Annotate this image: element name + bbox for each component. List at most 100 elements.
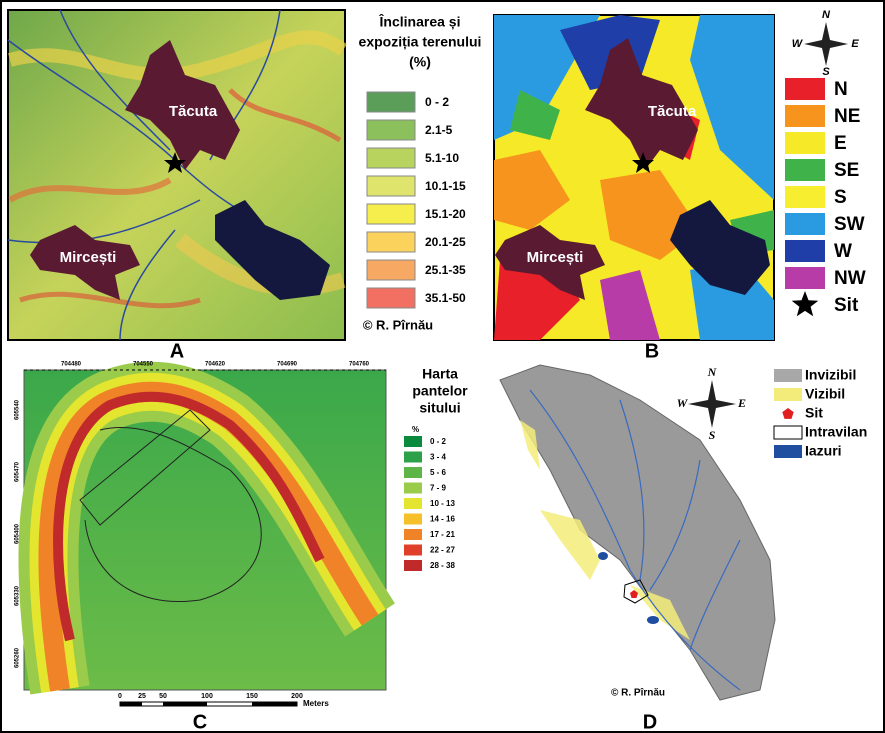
legend-swatch	[367, 232, 415, 252]
legend-title: expoziția terenului	[359, 34, 482, 50]
scale-tick-label: 0	[118, 693, 122, 700]
legend-label: 22 - 27	[430, 546, 455, 555]
place-label: Mircești	[60, 249, 117, 266]
legend-swatch	[367, 204, 415, 224]
legend-label: 17 - 21	[430, 530, 455, 539]
legend-swatch	[404, 436, 422, 447]
legend-label: NW	[834, 268, 866, 289]
legend-label: Intravilan	[805, 424, 867, 440]
panel-letter: B	[645, 340, 659, 362]
legend-swatch	[404, 529, 422, 540]
legend-swatch	[404, 452, 422, 463]
x-tick-label: 704760	[349, 362, 370, 368]
legend-title: Harta	[422, 366, 458, 382]
legend-label: 3 - 4	[430, 453, 447, 462]
y-tick-label: 605400	[15, 523, 21, 544]
compass-label: W	[677, 396, 689, 410]
legend-title: sitului	[419, 400, 460, 416]
legend-swatch	[785, 105, 825, 127]
legend-title: pantelor	[412, 383, 468, 399]
scale-bar-segment	[252, 702, 297, 706]
legend-label: 0 - 2	[430, 437, 447, 446]
legend-swatch	[785, 159, 825, 181]
compass-label: S	[822, 66, 830, 78]
legend-title: Înclinarea și	[379, 13, 461, 30]
scale-tick-label: 150	[246, 693, 258, 700]
place-label: Tăcuta	[648, 103, 697, 120]
x-tick-label: 704480	[61, 362, 82, 368]
map-a	[8, 10, 345, 340]
legend-label: E	[834, 133, 847, 154]
legend-swatch	[774, 445, 802, 458]
place-label: Tăcuta	[169, 103, 218, 120]
legend-label: Iazuri	[805, 443, 842, 459]
legend-swatch	[367, 176, 415, 196]
legend-label: 10 - 13	[430, 499, 455, 508]
y-tick-label: 605470	[15, 461, 21, 482]
legend-swatch	[367, 148, 415, 168]
legend-swatch	[367, 92, 415, 112]
legend-label: NE	[834, 106, 860, 127]
credit: © R. Pîrnău	[363, 317, 433, 332]
compass-label: E	[737, 396, 746, 410]
legend-swatch	[404, 467, 422, 478]
legend-swatch	[774, 369, 802, 382]
legend-label: 35.1-50	[425, 291, 466, 305]
legend-label: 10.1-15	[425, 179, 466, 193]
scale-tick-label: 200	[291, 693, 303, 700]
legend-label: 2.1-5	[425, 123, 453, 137]
panel-letter: D	[643, 711, 657, 733]
compass-label: E	[851, 38, 859, 50]
legend-swatch	[785, 213, 825, 235]
figure: Tăcuta Mircești Înclinarea și expoziția t…	[0, 0, 885, 733]
legend-label: 0 - 2	[425, 95, 449, 109]
compass-label: S	[709, 428, 716, 442]
scale-tick-label: 100	[201, 693, 213, 700]
legend-swatch	[785, 240, 825, 262]
legend-swatch	[404, 560, 422, 571]
legend-swatch	[785, 186, 825, 208]
credit: © R. Pîrnău	[611, 688, 665, 699]
legend-label: W	[834, 241, 852, 262]
scale-tick-label: 25	[138, 693, 146, 700]
legend-label: 20.1-25	[425, 235, 466, 249]
map-c	[24, 370, 386, 690]
legend-swatch	[367, 260, 415, 280]
legend-label: Vizibil	[805, 386, 845, 402]
legend-label: 15.1-20	[425, 207, 466, 221]
legend-label: N	[834, 79, 848, 100]
legend-label: 5.1-10	[425, 151, 459, 165]
legend-label: SW	[834, 214, 865, 235]
legend-label: Invizibil	[805, 367, 856, 383]
legend-label: S	[834, 187, 847, 208]
legend-swatch	[367, 120, 415, 140]
y-tick-label: 605330	[15, 585, 21, 606]
legend-label: 28 - 38	[430, 561, 455, 570]
legend-swatch	[404, 545, 422, 556]
legend-swatch	[774, 388, 802, 401]
y-tick-label: 605260	[15, 647, 21, 668]
legend-unit: %	[412, 425, 419, 434]
panel-letter: C	[193, 711, 207, 733]
legend-label: 25.1-35	[425, 263, 466, 277]
compass-label: W	[792, 38, 804, 50]
x-tick-label: 704550	[133, 362, 154, 368]
legend-swatch	[404, 483, 422, 494]
scale-tick-label: 50	[159, 693, 167, 700]
legend-label: 14 - 16	[430, 515, 455, 524]
map-b	[494, 15, 774, 340]
legend-swatch	[404, 498, 422, 509]
scale-unit: Meters	[303, 699, 329, 708]
legend-swatch	[404, 514, 422, 525]
legend-label: SE	[834, 160, 859, 181]
compass-label: N	[822, 9, 831, 21]
legend-swatch	[774, 426, 802, 439]
y-tick-label: 605540	[15, 399, 21, 420]
legend-label: Sit	[805, 405, 823, 421]
scale-bar-segment	[120, 702, 142, 706]
x-tick-label: 704690	[277, 362, 298, 368]
legend-label: 5 - 6	[430, 468, 447, 477]
scale-bar-segment	[163, 702, 207, 706]
panel-letter: A	[170, 340, 184, 362]
legend-title: (%)	[409, 54, 431, 70]
